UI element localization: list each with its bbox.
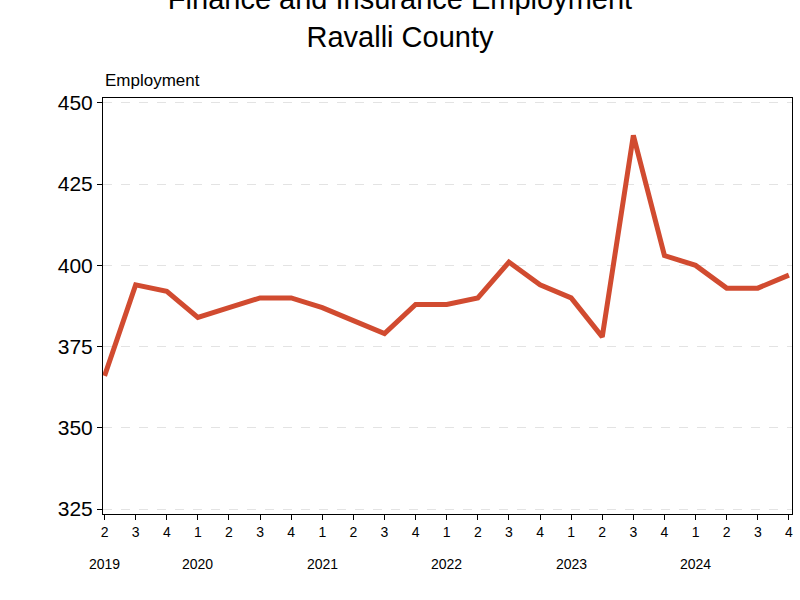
svg-text:2: 2 — [598, 524, 606, 540]
svg-text:2: 2 — [350, 524, 358, 540]
svg-text:375: 375 — [58, 335, 93, 358]
svg-text:2020: 2020 — [182, 556, 213, 572]
svg-text:1: 1 — [443, 524, 451, 540]
svg-text:Finance and Insurance Employme: Finance and Insurance EmploymentRavalli … — [168, 0, 632, 53]
svg-text:4: 4 — [661, 524, 669, 540]
svg-text:4: 4 — [785, 524, 793, 540]
svg-text:4: 4 — [536, 524, 544, 540]
svg-text:2022: 2022 — [431, 556, 462, 572]
svg-text:1: 1 — [692, 524, 700, 540]
svg-text:400: 400 — [58, 254, 93, 277]
svg-text:2: 2 — [225, 524, 233, 540]
svg-text:2: 2 — [474, 524, 482, 540]
svg-text:Employment: Employment — [105, 71, 200, 90]
svg-text:4: 4 — [163, 524, 171, 540]
svg-text:2021: 2021 — [307, 556, 338, 572]
svg-text:2: 2 — [101, 524, 109, 540]
svg-text:325: 325 — [58, 497, 93, 520]
svg-text:350: 350 — [58, 416, 93, 439]
svg-text:425: 425 — [58, 172, 93, 195]
svg-text:3: 3 — [381, 524, 389, 540]
svg-text:2023: 2023 — [556, 556, 587, 572]
svg-text:1: 1 — [194, 524, 202, 540]
svg-text:4: 4 — [287, 524, 295, 540]
svg-text:3: 3 — [132, 524, 140, 540]
svg-text:450: 450 — [58, 91, 93, 114]
svg-text:1: 1 — [567, 524, 575, 540]
svg-text:4: 4 — [412, 524, 420, 540]
svg-text:3: 3 — [256, 524, 264, 540]
svg-text:2019: 2019 — [89, 556, 120, 572]
svg-text:3: 3 — [505, 524, 513, 540]
svg-text:1: 1 — [318, 524, 326, 540]
svg-text:2024: 2024 — [680, 556, 711, 572]
svg-text:2: 2 — [723, 524, 731, 540]
svg-text:3: 3 — [754, 524, 762, 540]
svg-text:3: 3 — [629, 524, 637, 540]
